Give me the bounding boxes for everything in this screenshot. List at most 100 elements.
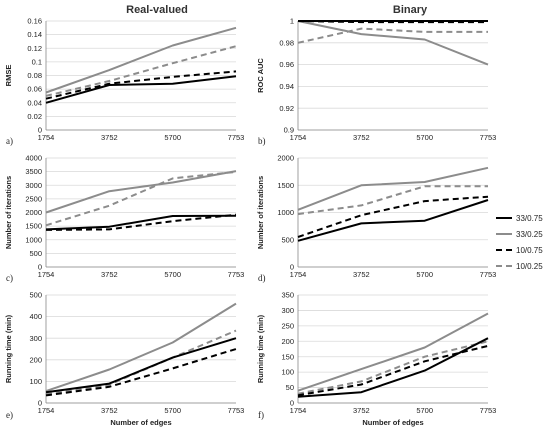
panel-d: 0 500 1000 1500 2000 1754 3752 5700 7753 Number o…: [256, 154, 496, 283]
panel-label: e): [6, 410, 13, 420]
x-tick-label: 1754: [38, 406, 55, 415]
series-line-33-075: [45, 214, 237, 231]
y-tick-label: 0.06: [27, 85, 42, 94]
series-line-33-075: [297, 337, 489, 398]
x-tick-label: 3752: [101, 133, 118, 142]
y-tick-label: 0.96: [279, 60, 294, 69]
series-line-33-075: [45, 75, 237, 104]
x-tick-label: 3752: [353, 133, 370, 142]
legend-label: 33/0.75: [516, 214, 543, 223]
y-tick-label: 0.04: [27, 98, 42, 107]
x-tick-label: 5700: [164, 133, 181, 142]
y-tick-label: 100: [281, 368, 294, 377]
legend-label: 10/0.75: [516, 246, 543, 255]
series-line-33-075: [45, 337, 237, 394]
series-line-33-025: [45, 26, 237, 94]
series-line-10-025: [45, 329, 237, 396]
series-line-33-025: [297, 312, 489, 392]
series-line-10-025: [297, 185, 488, 216]
y-tick-label: 2500: [25, 194, 42, 203]
y-axis-label: Running time (min): [4, 314, 13, 383]
y-tick-label: 350: [281, 291, 294, 300]
y-tick-label: 500: [281, 235, 294, 244]
y-axis-label: Number of iterations: [4, 176, 13, 249]
y-tick-label: 500: [29, 249, 42, 258]
y-tick-label: 300: [281, 306, 294, 315]
y-tick-label: 0: [38, 399, 42, 408]
y-tick-label: 1000: [25, 235, 42, 244]
y-tick-label: 2000: [25, 208, 42, 217]
y-tick-label: 200: [29, 355, 42, 364]
panel-label: c): [6, 273, 13, 283]
y-tick-label: 500: [29, 291, 42, 300]
y-tick-label: 0: [290, 399, 294, 408]
panel-e: 0 100 200 300 400 500 1754 3752 5700 7753 Running …: [4, 291, 244, 427]
y-tick-label: 300: [29, 334, 42, 343]
y-tick-label: 0.16: [27, 17, 42, 26]
y-tick-label: 0: [290, 263, 294, 272]
x-tick-label: 1754: [38, 270, 55, 279]
y-tick-label: 4000: [25, 154, 42, 163]
series-line-10-025: [297, 27, 488, 44]
column-title-real-valued: Real-valued: [126, 4, 188, 16]
legend-item: 33/0.75: [496, 214, 543, 223]
y-axis-label: Running time (min): [256, 314, 265, 383]
x-axis-label: Number of edges: [362, 418, 423, 427]
y-tick-label: 100: [29, 377, 42, 386]
legend-label: 33/0.25: [516, 230, 543, 239]
series-line-33-025: [297, 166, 489, 211]
x-tick-label: 7753: [480, 133, 497, 142]
x-tick-label: 5700: [416, 406, 433, 415]
y-tick-label: 0.94: [279, 82, 294, 91]
y-axis-label: RMSE: [4, 65, 13, 87]
y-tick-label: 50: [286, 383, 294, 392]
x-tick-label: 5700: [416, 133, 433, 142]
legend-label: 10/0.25: [516, 262, 543, 271]
panel-label: d): [258, 273, 266, 283]
legend-item: 33/0.25: [496, 230, 543, 239]
panel-f: 0 50 100 150 200 250 300 350 1754 3752 5700 7753 Run…: [256, 291, 496, 427]
x-tick-label: 3752: [101, 270, 118, 279]
y-tick-label: 250: [281, 321, 294, 330]
legend-item: 10/0.75: [496, 246, 543, 255]
series-line-33-025: [45, 302, 237, 393]
y-tick-label: 1000: [277, 208, 294, 217]
panel-label: a): [6, 136, 13, 146]
series-line-10-075: [297, 195, 489, 238]
x-tick-label: 7753: [228, 133, 245, 142]
x-tick-label: 7753: [480, 270, 497, 279]
y-axis-label: Number of iterations: [256, 176, 265, 249]
y-tick-label: 0.14: [27, 30, 42, 39]
series-line-10-025: [45, 170, 237, 227]
x-tick-label: 3752: [101, 406, 118, 415]
x-tick-label: 1754: [38, 133, 55, 142]
x-tick-label: 5700: [416, 270, 433, 279]
legend-item: 10/0.25: [496, 262, 543, 271]
column-title-binary: Binary: [393, 4, 428, 16]
y-tick-label: 0.12: [27, 44, 42, 53]
series-line-10-075: [45, 348, 237, 397]
panel-b: 0.9 0.92 0.94 0.96 0.98 1 1754 3752 5700 7753 ROC …: [256, 17, 496, 146]
y-tick-label: 0.98: [279, 38, 294, 47]
x-tick-label: 5700: [164, 406, 181, 415]
legend: 33/0.75 33/0.25 10/0.75 10/0.25: [496, 214, 543, 271]
y-tick-label: 3000: [25, 181, 42, 190]
y-tick-label: 0.9: [284, 126, 294, 135]
y-tick-label: 0: [38, 263, 42, 272]
panels: 0 0.02 0.04 0.06 0.08 0.1 0.12 0.14 0.16 1754 3752…: [4, 17, 496, 427]
x-tick-label: 7753: [480, 406, 497, 415]
y-tick-label: 1500: [277, 181, 294, 190]
series-line-33-075: [297, 199, 489, 242]
panel-c: 0 500 1000 1500 2000 2500 3000 3500 4000 1754 3752…: [4, 154, 244, 283]
series-line-10-075: [45, 70, 237, 100]
y-tick-label: 0.92: [279, 104, 294, 113]
panel-label: b): [258, 136, 266, 146]
y-tick-label: 150: [281, 352, 294, 361]
series-line-10-075: [45, 213, 237, 231]
x-tick-label: 3752: [353, 270, 370, 279]
x-tick-label: 1754: [290, 270, 307, 279]
y-tick-label: 3500: [25, 167, 42, 176]
x-tick-label: 7753: [228, 270, 245, 279]
y-tick-label: 1: [290, 17, 294, 26]
